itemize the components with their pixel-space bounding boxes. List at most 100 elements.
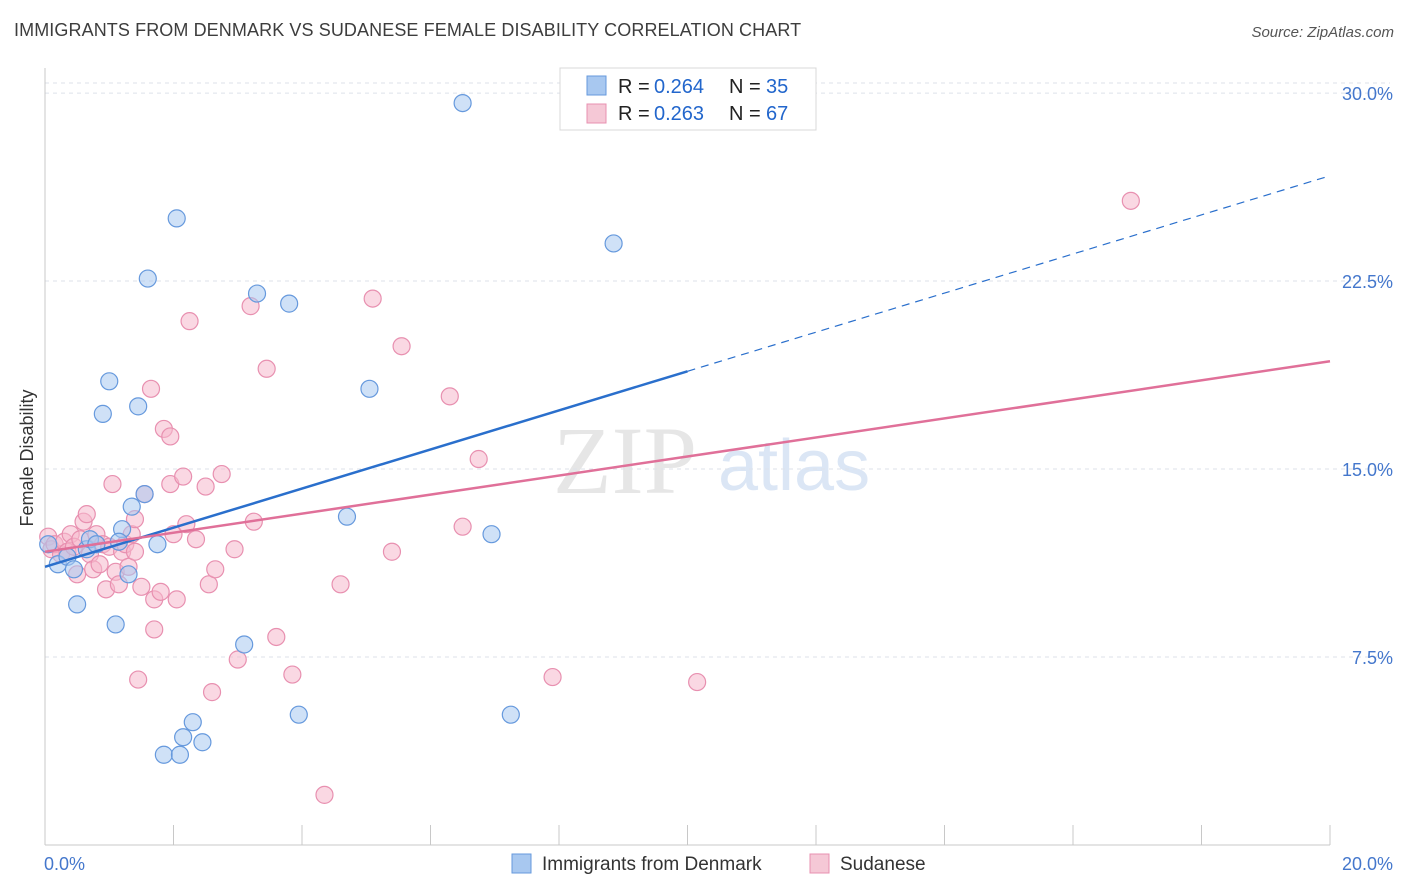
- point-sudanese: [202, 683, 222, 702]
- legend-swatch-denmark: [586, 75, 607, 96]
- point-sudanese: [125, 542, 145, 561]
- point-denmark: [501, 705, 520, 724]
- point-denmark: [360, 379, 379, 398]
- point-denmark: [247, 284, 267, 303]
- point-denmark: [482, 525, 501, 544]
- point-denmark: [148, 535, 167, 554]
- legend-n-label: N =: [729, 103, 761, 125]
- legend-swatch-sudanese: [586, 103, 607, 124]
- point-denmark: [174, 728, 193, 747]
- point-sudanese: [206, 560, 225, 579]
- point-sudanese: [77, 505, 96, 524]
- point-denmark: [106, 615, 125, 634]
- point-sudanese: [257, 359, 276, 378]
- point-sudanese: [129, 670, 148, 689]
- point-denmark: [129, 397, 148, 416]
- point-denmark: [183, 713, 202, 732]
- point-sudanese: [688, 672, 707, 692]
- point-denmark: [122, 497, 141, 516]
- point-denmark: [235, 635, 254, 654]
- watermark-zip: ZIP: [553, 407, 697, 514]
- bottom-legend-swatch-denmark: [511, 853, 532, 874]
- point-sudanese: [174, 467, 193, 486]
- point-denmark: [64, 560, 84, 579]
- point-sudanese: [132, 577, 151, 596]
- legend-r-label: R =: [618, 76, 650, 98]
- bottom-legend-label-sudanese: Sudanese: [840, 854, 926, 875]
- point-denmark: [39, 535, 58, 554]
- y-tick-label: 15.0%: [1342, 460, 1393, 480]
- point-sudanese: [196, 477, 215, 496]
- y-tick-label: 7.5%: [1352, 648, 1393, 668]
- point-sudanese: [315, 785, 334, 804]
- legend-n-label: N =: [729, 76, 761, 98]
- y-axis-tick-labels: 7.5% 15.0% 22.5% 30.0%: [1342, 84, 1393, 668]
- watermark-atlas: atlas: [718, 426, 870, 506]
- y-tick-label: 30.0%: [1342, 84, 1393, 104]
- point-denmark: [135, 484, 154, 504]
- gridlines: [45, 82, 1390, 658]
- point-denmark: [604, 234, 623, 253]
- source-credit: Source: ZipAtlas.com: [1251, 24, 1394, 41]
- point-sudanese: [453, 517, 472, 536]
- point-sudanese: [180, 312, 199, 331]
- point-denmark: [119, 565, 138, 584]
- legend-n-value: 67: [766, 103, 788, 125]
- point-denmark: [100, 372, 119, 391]
- point-denmark: [280, 294, 299, 313]
- point-sudanese: [1121, 191, 1140, 210]
- point-denmark: [453, 93, 472, 113]
- point-sudanese: [382, 542, 402, 561]
- x-axis-ticks: [44, 825, 1331, 845]
- bottom-legend-swatch-sudanese: [809, 853, 830, 874]
- correlation-legend: R = 0.264 N = 35 R = 0.263 N = 67: [559, 67, 817, 131]
- point-denmark: [93, 404, 112, 423]
- trend-line-denmark: [44, 370, 688, 568]
- point-sudanese: [161, 427, 180, 446]
- point-sudanese: [392, 337, 411, 356]
- point-sudanese: [90, 555, 109, 574]
- legend-n-value: 35: [766, 76, 788, 98]
- x-axis-tick-labels: 0.0% 20.0%: [44, 854, 1393, 874]
- series-legend: Immigrants from Denmark Sudanese: [511, 853, 926, 875]
- point-sudanese: [103, 474, 122, 494]
- point-sudanese: [469, 449, 488, 469]
- point-sudanese: [363, 289, 382, 308]
- point-denmark: [193, 733, 212, 752]
- chart-title: IMMIGRANTS FROM DENMARK VS SUDANESE FEMA…: [14, 20, 802, 40]
- y-axis-label: Female Disability: [17, 389, 37, 526]
- point-sudanese: [186, 530, 206, 549]
- legend-r-value: 0.263: [654, 103, 704, 125]
- trend-lines: [44, 175, 1331, 568]
- point-denmark: [289, 705, 308, 724]
- point-sudanese: [199, 575, 218, 594]
- point-denmark: [138, 269, 157, 288]
- point-denmark: [68, 595, 87, 614]
- bottom-legend-label-denmark: Immigrants from Denmark: [542, 854, 762, 875]
- point-sudanese: [141, 379, 161, 398]
- x-tick-label: 20.0%: [1342, 854, 1393, 874]
- x-tick-label: 0.0%: [44, 854, 85, 874]
- point-denmark: [167, 209, 186, 228]
- y-tick-label: 22.5%: [1342, 272, 1393, 292]
- point-sudanese: [331, 575, 350, 594]
- point-sudanese: [167, 590, 186, 609]
- point-sudanese: [440, 387, 459, 406]
- point-denmark: [154, 745, 173, 764]
- point-sudanese: [267, 627, 286, 647]
- point-sudanese: [225, 540, 244, 559]
- point-sudanese: [283, 665, 302, 684]
- point-sudanese: [145, 620, 164, 639]
- point-sudanese: [228, 650, 247, 669]
- point-sudanese: [212, 464, 231, 484]
- legend-r-value: 0.264: [654, 76, 704, 98]
- point-denmark: [337, 507, 357, 526]
- legend-r-label: R =: [618, 103, 650, 125]
- trend-line-denmark-extrapolated: [687, 175, 1331, 372]
- point-sudanese: [151, 582, 170, 601]
- point-sudanese: [543, 667, 562, 687]
- trend-line-sudanese: [44, 360, 1331, 553]
- watermark: ZIP atlas: [553, 407, 870, 514]
- point-denmark: [170, 745, 190, 764]
